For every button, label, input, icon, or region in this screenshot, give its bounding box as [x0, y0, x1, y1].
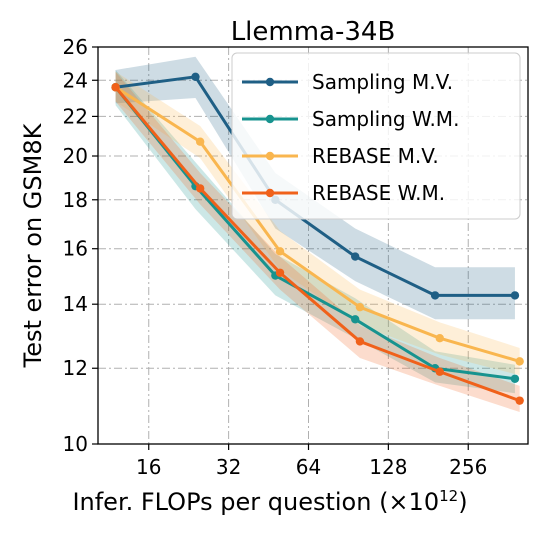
y-tick-label: 16: [63, 237, 88, 261]
plot-frame: [97, 46, 529, 445]
axis-ticks: 16 32 64 128 256 10 12 14 16 18 20 22 24 26: [63, 35, 488, 479]
chart-title: Llemma-34B: [231, 17, 396, 47]
series-lines: [111, 72, 524, 405]
sampling-w-m-band: [115, 69, 515, 394]
sampling-w-m-point: [351, 315, 360, 324]
sampling-m-v-point: [510, 291, 520, 300]
x-tick-label: 64: [296, 455, 321, 479]
rebase-m-v-point: [275, 247, 285, 256]
x-axis-label: Infer. FLOPs per question (×1012): [72, 487, 467, 516]
sampling-m-v-line: [115, 75, 515, 297]
y-tick-label: 14: [63, 292, 88, 316]
rebase-w-m-point: [275, 268, 285, 277]
confidence-bands: [115, 56, 520, 413]
sampling-m-v-point: [430, 291, 440, 300]
y-tick-label: 12: [63, 356, 88, 380]
y-axis-label: Test error on GSM8K: [19, 122, 47, 368]
legend-sampling-m-v-label: Sampling M.V.: [312, 70, 453, 94]
y-tick-label: 26: [63, 35, 88, 59]
legend-sampling-w-m-marker: [265, 114, 275, 124]
legend: Sampling M.V. Sampling W.M. REBASE M.V. REB…: [231, 52, 521, 220]
sampling-w-m-point: [510, 374, 520, 383]
sampling-m-v-band: [115, 56, 515, 320]
rebase-w-m-line: [114, 86, 521, 403]
rebase-w-m-point: [195, 184, 205, 193]
x-axis-label-main: Infer. FLOPs per question (×10: [72, 488, 439, 516]
legend-sampling-m-v-marker: [265, 77, 275, 87]
x-tick-label: 16: [136, 455, 161, 479]
rebase-m-v-point: [355, 302, 365, 312]
legend-rebase-m-v-label: REBASE M.V.: [312, 144, 439, 168]
x-tick-label: 256: [449, 455, 487, 479]
rebase-w-m-point: [111, 83, 120, 92]
x-axis-label-exponent: 12: [439, 487, 458, 505]
rebase-m-v-line: [114, 85, 521, 363]
legend-rebase-w-m-marker: [265, 188, 275, 198]
rebase-m-v-point: [515, 357, 524, 366]
y-tick-label: 20: [63, 144, 88, 168]
legend-rebase-m-v-marker: [265, 151, 275, 161]
x-tick-label: 32: [216, 455, 241, 479]
x-tick-label: 128: [369, 455, 407, 479]
sampling-w-m-line: [114, 86, 516, 381]
rebase-w-m-point: [435, 367, 444, 376]
legend-frame: [231, 52, 521, 220]
rebase-w-m-band: [115, 71, 520, 413]
legend-rebase-w-m-label: REBASE W.M.: [312, 181, 445, 205]
y-tick-label: 18: [63, 188, 88, 212]
rebase-w-m-point: [355, 337, 365, 346]
sampling-m-v-point: [351, 252, 360, 261]
y-tick-label: 24: [63, 68, 88, 92]
rebase-m-v-point: [195, 137, 205, 146]
rebase-m-v-point: [435, 334, 444, 343]
sampling-m-v-point: [191, 72, 200, 82]
x-axis-label-close: ): [458, 488, 467, 516]
legend-sampling-w-m-label: Sampling W.M.: [312, 107, 459, 131]
y-tick-label: 10: [63, 432, 88, 456]
y-tick-label: 22: [63, 104, 88, 128]
rebase-w-m-point: [515, 396, 524, 405]
rebase-m-v-band: [115, 71, 520, 376]
